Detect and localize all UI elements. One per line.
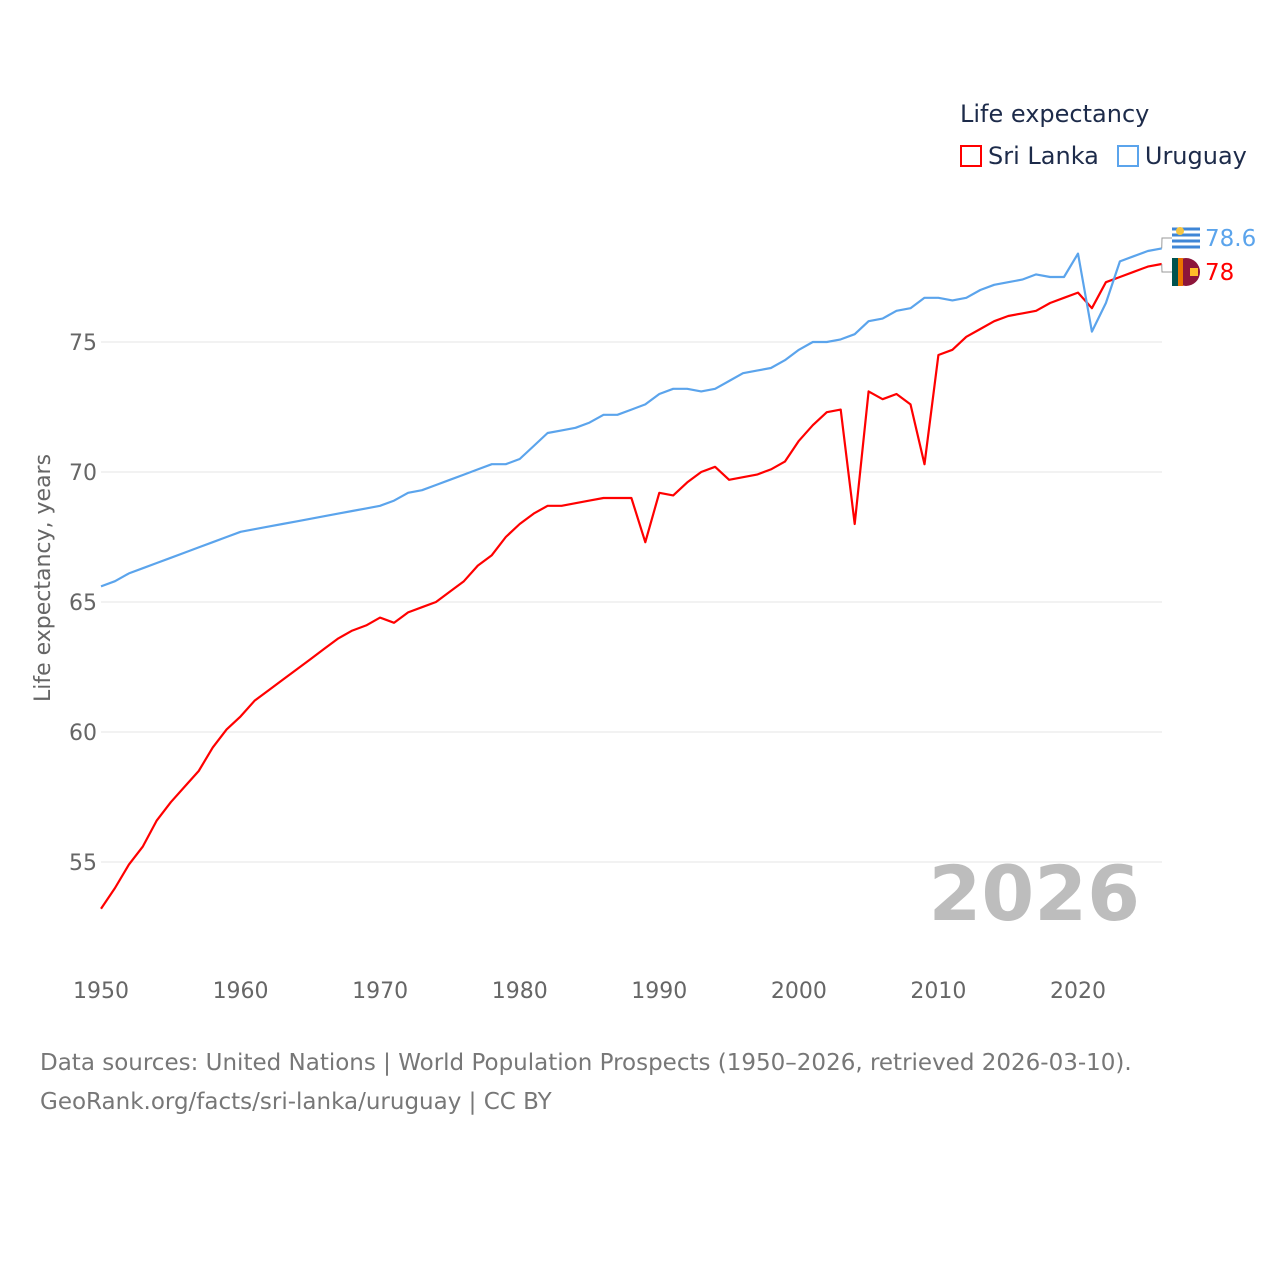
flag-stripe (1178, 258, 1183, 286)
x-tick-label: 1970 (352, 979, 408, 1004)
flag-stripe (1172, 233, 1200, 237)
end-value-label: 78.6 (1205, 226, 1256, 252)
y-axis-label: Life expectancy, years (31, 454, 56, 702)
legend-label: Uruguay (1144, 142, 1247, 170)
legend-label: Sri Lanka (988, 142, 1099, 170)
y-tick-label: 75 (69, 331, 97, 356)
legend-item-uruguay[interactable]: Uruguay (1116, 142, 1247, 170)
legend-swatch (960, 145, 982, 167)
flag-stripe (1172, 227, 1200, 231)
legend: Sri Lanka Uruguay (960, 142, 1247, 170)
legend-swatch (1116, 145, 1139, 167)
sri-lanka-flag-icon (1172, 258, 1200, 286)
flag-stripe (1172, 245, 1200, 249)
y-tick-label: 65 (69, 591, 97, 616)
label-connector (1161, 263, 1172, 273)
x-tick-label: 1950 (73, 979, 129, 1004)
x-tick-label: 1960 (213, 979, 269, 1004)
x-tick-label: 1980 (492, 979, 548, 1004)
uruguay-flag-icon (1172, 224, 1200, 252)
flag-stripe (1172, 258, 1178, 286)
legend-title: Life expectancy (960, 100, 1150, 128)
legend-item-sri-lanka[interactable]: Sri Lanka (960, 142, 1099, 170)
label-connector (1161, 237, 1172, 249)
source-line: Data sources: United Nations | World Pop… (40, 1050, 1132, 1076)
end-value-label: 78 (1205, 260, 1234, 286)
x-tick-label: 1990 (631, 979, 687, 1004)
x-tick-label: 2000 (771, 979, 827, 1004)
y-tick-label: 55 (69, 851, 97, 876)
x-tick-label: 2020 (1050, 979, 1106, 1004)
source-note: Data sources: United Nations | World Pop… (40, 1044, 1132, 1122)
year-watermark: 2026 (928, 849, 1140, 938)
flag-sun (1176, 227, 1184, 235)
source-link[interactable]: GeoRank.org/facts/sri-lanka/uruguay | CC… (40, 1089, 552, 1115)
flag-lion (1190, 268, 1198, 276)
y-tick-label: 60 (69, 721, 97, 746)
flag-stripe (1172, 239, 1200, 243)
series-line-sri-lanka (100, 262, 1162, 910)
y-tick-label: 70 (69, 461, 97, 486)
series-line-uruguay (100, 247, 1162, 588)
x-tick-label: 2010 (910, 979, 966, 1004)
